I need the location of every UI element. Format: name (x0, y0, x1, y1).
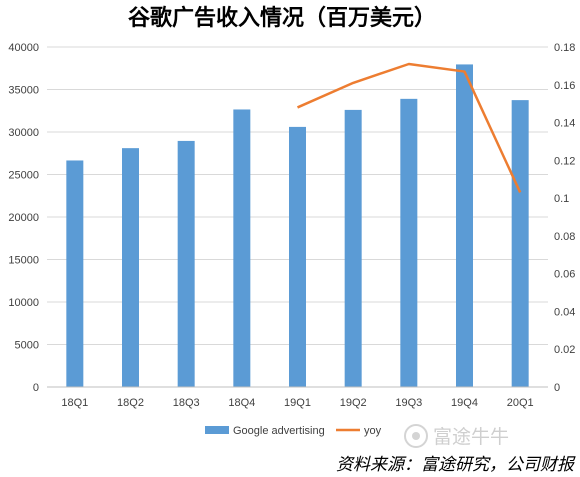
x-tick-label: 20Q1 (507, 397, 534, 409)
bar-19Q4 (456, 64, 473, 388)
bar-series (66, 64, 529, 388)
yoy-line (296, 62, 522, 193)
x-tick-label: 19Q4 (451, 397, 478, 409)
legend-label-bar: Google advertising (233, 425, 325, 437)
chart-title: 谷歌广告收入情况（百万美元） (128, 5, 436, 31)
x-tick-label: 19Q1 (284, 397, 311, 409)
right-tick-label: 0.04 (554, 306, 575, 318)
bar-19Q3 (400, 98, 418, 387)
bar-19Q1 (289, 126, 306, 388)
watermark-logo-icon (404, 424, 428, 448)
x-tick-label: 18Q2 (117, 397, 144, 409)
left-tick-label: 5000 (15, 340, 39, 352)
right-tick-label: 0.1 (554, 193, 569, 205)
left-tick-label: 0 (33, 382, 39, 394)
left-tick-label: 20000 (8, 212, 39, 224)
left-tick-label: 30000 (8, 127, 39, 139)
right-axis: 0 0.02 0.04 0.06 0.08 0.1 0.12 0.14 0.16 0.18 (554, 42, 575, 394)
left-tick-label: 35000 (8, 85, 39, 97)
watermark-text: 富途牛牛 (433, 426, 509, 448)
x-axis: 18Q1 18Q2 18Q3 18Q4 19Q1 19Q2 19Q3 19Q4 20Q1 (47, 386, 548, 409)
left-tick-label: 25000 (8, 170, 39, 182)
right-tick-label: 0.12 (554, 155, 575, 167)
left-tick-label: 15000 (8, 255, 39, 267)
line-series (296, 62, 522, 193)
x-tick-label: 18Q1 (61, 397, 88, 409)
x-tick-label: 18Q3 (173, 397, 200, 409)
left-tick-label: 10000 (8, 297, 39, 309)
bar-19Q2 (344, 109, 362, 388)
right-tick-label: 0.16 (554, 80, 575, 92)
legend-label-line: yoy (364, 425, 382, 437)
source-note: 资料来源：富途研究，公司财报 (336, 455, 576, 475)
bar-18Q2 (122, 148, 139, 387)
right-tick-label: 0 (554, 382, 560, 394)
watermark: 富途牛牛 (404, 424, 509, 448)
left-tick-label: 40000 (8, 42, 39, 54)
right-tick-label: 0.18 (554, 42, 575, 54)
left-axis: 0 5000 10000 15000 20000 25000 30000 35000 40000 (8, 42, 39, 394)
x-tick-label: 18Q4 (228, 397, 255, 409)
bar-18Q3 (177, 140, 195, 387)
right-tick-label: 0.02 (554, 344, 575, 356)
legend: Google advertising yoy (205, 425, 382, 437)
bar-20Q1 (511, 100, 529, 387)
right-tick-label: 0.08 (554, 231, 575, 243)
x-tick-label: 19Q3 (395, 397, 422, 409)
legend-swatch-bar (205, 426, 229, 434)
bar-18Q1 (66, 160, 84, 387)
right-tick-label: 0.06 (554, 269, 575, 281)
x-tick-label: 19Q2 (340, 397, 367, 409)
right-tick-label: 0.14 (554, 118, 575, 130)
bar-18Q4 (233, 109, 251, 387)
